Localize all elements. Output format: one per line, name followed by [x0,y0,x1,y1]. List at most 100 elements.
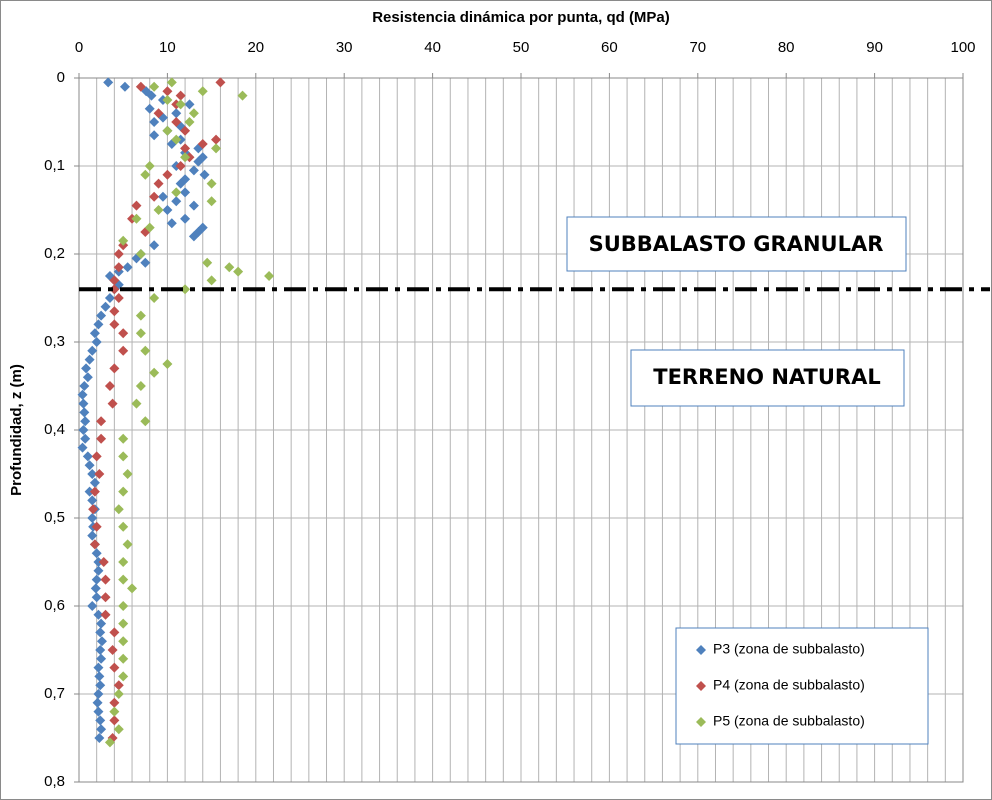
point [82,372,93,383]
point [171,108,182,119]
y-tick-label: 0,1 [44,157,65,174]
point [118,653,129,664]
point [149,130,160,141]
point [162,95,173,105]
point [122,469,133,479]
point [79,407,90,418]
point [78,425,89,435]
point [118,671,129,682]
legend-marker [696,717,706,727]
point [77,442,88,453]
point [113,724,124,735]
point [118,235,129,246]
point [96,618,107,629]
point [162,205,173,215]
x-tick-label: 40 [424,39,441,56]
point [113,689,124,699]
point [113,262,124,273]
point [184,117,195,127]
point [109,706,120,717]
point [118,601,129,611]
point [149,81,160,92]
point [93,319,104,330]
point [199,169,210,180]
legend-marker [696,681,706,691]
point [188,165,199,176]
point [162,125,173,136]
point [113,680,124,691]
point [149,240,160,251]
point [224,262,235,273]
point [81,363,92,374]
point [84,460,95,471]
x-tick-label: 0 [75,39,83,56]
x-tick-label: 20 [247,39,264,56]
point [193,156,204,167]
point [82,451,93,462]
point [87,530,98,541]
point [122,539,133,550]
point [89,477,100,488]
point [149,191,160,202]
point [113,504,124,515]
point [109,319,120,330]
point [93,662,104,673]
point [96,653,107,664]
point [153,205,164,215]
point [162,86,173,97]
point [180,284,191,295]
point [87,513,98,523]
point [104,737,115,748]
point [87,495,98,506]
point [109,275,120,286]
point [94,469,105,479]
point [153,108,164,119]
point [180,152,191,163]
point [118,636,129,647]
x-tick-label: 90 [866,39,883,56]
point [122,262,133,273]
point [146,90,157,101]
point [118,486,129,497]
point [107,645,118,655]
point [89,539,100,550]
point [109,363,120,374]
x-tick-label: 100 [950,39,975,56]
point [135,249,146,259]
point [162,359,173,369]
point [98,557,109,567]
point [94,733,105,743]
point [93,609,104,620]
y-tick-label: 0 [57,69,65,86]
point [184,99,195,110]
point [149,367,160,378]
point [79,381,90,391]
point [100,609,111,620]
point [104,381,115,391]
point [109,627,120,638]
point [104,293,115,303]
legend-label: P4 (zona de subbalasto) [713,677,865,693]
point [93,706,104,717]
point [113,249,124,259]
point [94,671,105,682]
point [180,187,191,198]
point [188,200,199,211]
legend-marker [696,645,706,655]
point [140,345,151,356]
point [91,521,102,532]
point [109,662,120,673]
point [197,86,208,97]
point [118,618,129,629]
point [84,486,95,497]
x-axis-label: Resistencia dinámica por punta, qd (MPa) [372,9,670,26]
point [171,196,182,207]
y-tick-label: 0,7 [44,685,65,702]
point [93,557,104,567]
point [80,433,91,444]
point [91,548,102,559]
point [131,213,142,224]
point [118,328,129,339]
y-tick-label: 0,6 [44,597,65,614]
x-tick-label: 60 [601,39,618,56]
